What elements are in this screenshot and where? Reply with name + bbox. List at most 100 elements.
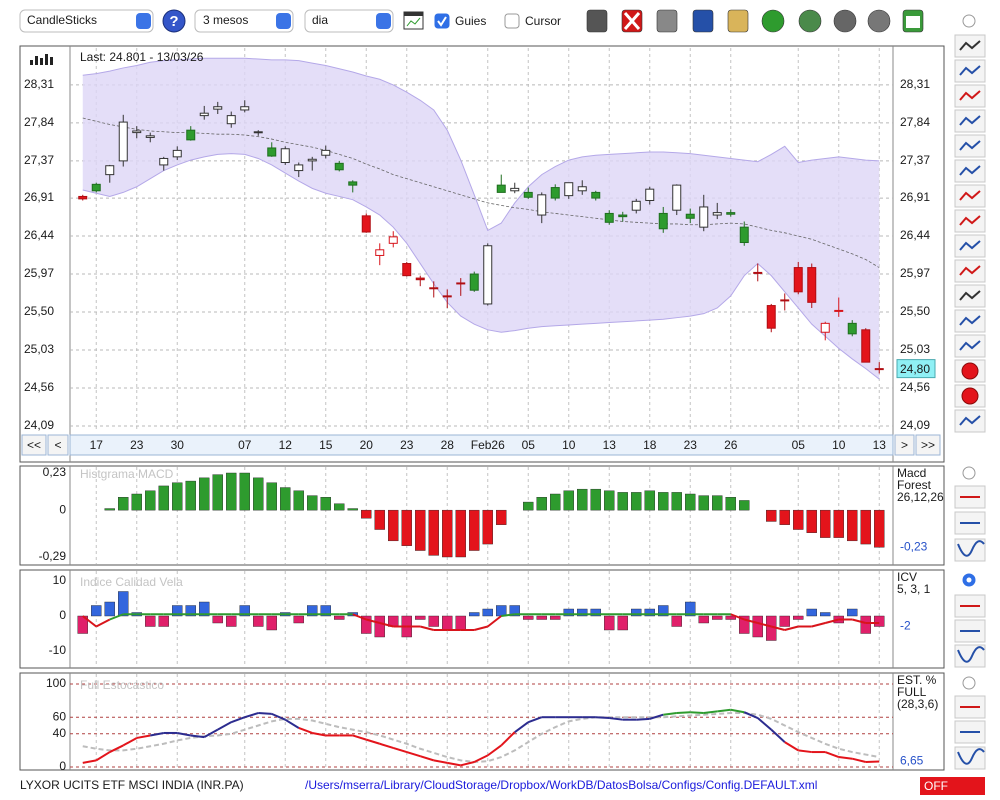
nav-button-label: >> — [921, 438, 935, 452]
nav-button[interactable]: > — [894, 434, 915, 456]
panel-tool-button[interactable] — [954, 720, 986, 744]
panel-tool-button[interactable] — [954, 619, 986, 643]
tool-button[interactable] — [761, 9, 785, 33]
candle-body — [807, 267, 817, 303]
chart-window-button[interactable] — [403, 11, 424, 30]
cursor-checkbox[interactable]: Cursor — [504, 13, 561, 29]
tool-button[interactable] — [656, 9, 678, 33]
help-button[interactable]: ? — [162, 9, 186, 33]
guides-checkbox[interactable]: Guies — [434, 13, 486, 29]
panel-tool-button[interactable] — [954, 511, 986, 535]
side-tool-button[interactable] — [954, 259, 986, 283]
icv-line-segment — [473, 625, 489, 631]
side-tool-button[interactable] — [954, 284, 986, 308]
candle-body — [766, 305, 776, 329]
nav-button[interactable]: < — [47, 434, 69, 456]
y-tick-label: 27,84 — [24, 115, 54, 129]
y-tick-label: 25,03 — [24, 342, 54, 356]
panel-side-label: FULL — [897, 685, 927, 699]
histogram-bar — [455, 509, 466, 558]
tool-button[interactable] — [727, 9, 749, 33]
nav-button-box — [47, 434, 69, 456]
radio[interactable] — [962, 466, 976, 480]
panel-tool-button[interactable] — [954, 594, 986, 618]
histogram-bar — [631, 492, 642, 511]
x-tick-label: 23 — [400, 438, 414, 452]
chart-type-select[interactable]: CandleSticks — [19, 9, 154, 33]
tool-button[interactable] — [621, 9, 643, 33]
y-tick-label-right: 24,09 — [900, 418, 930, 432]
side-tool-button[interactable] — [954, 384, 986, 408]
side-tool-button[interactable] — [954, 84, 986, 108]
histogram-bar — [361, 509, 372, 519]
histogram-bar — [185, 480, 196, 511]
histogram-bar — [280, 487, 291, 511]
tool-button[interactable] — [902, 9, 924, 33]
histogram-bar — [212, 474, 223, 511]
histogram-bar — [712, 615, 723, 620]
histogram-bar — [644, 608, 655, 617]
x-tick-label: 05 — [522, 438, 536, 452]
panel-tool-button[interactable] — [954, 695, 986, 719]
icon — [761, 9, 785, 33]
panel-side-label: Forest — [897, 478, 932, 492]
radio-dot — [966, 577, 972, 583]
side-tool-button[interactable] — [954, 309, 986, 333]
stochastic-k-segment — [419, 755, 435, 762]
nav-button-label: < — [54, 438, 61, 452]
period-select[interactable]: 3 mesos — [194, 9, 294, 33]
tool-button[interactable] — [586, 9, 608, 33]
nav-button[interactable]: >> — [915, 434, 941, 456]
panel-tool-button[interactable] — [954, 485, 986, 509]
icon — [959, 265, 981, 276]
side-tool-button[interactable] — [954, 59, 986, 83]
select-box — [194, 9, 294, 33]
side-tool-button[interactable] — [954, 184, 986, 208]
tool-button[interactable] — [833, 9, 857, 33]
candle-body — [429, 287, 439, 290]
histogram-bar — [820, 612, 831, 617]
side-tool-button[interactable] — [954, 409, 986, 433]
candle-body — [199, 112, 209, 117]
histogram-bar — [158, 615, 169, 627]
last-price-box — [896, 359, 936, 379]
histogram-bar — [860, 509, 871, 545]
histogram-bar — [874, 509, 885, 548]
histogram-bar — [266, 482, 277, 511]
tool-button[interactable] — [867, 9, 891, 33]
button-box — [954, 644, 986, 668]
radio[interactable] — [962, 14, 976, 28]
side-tool-button[interactable] — [954, 334, 986, 358]
side-tool-button[interactable] — [954, 134, 986, 158]
icv-line-segment — [487, 615, 502, 628]
tool-button[interactable] — [798, 9, 822, 33]
icon — [656, 9, 678, 33]
histogram-bar — [455, 615, 466, 631]
side-tool-button[interactable] — [954, 359, 986, 383]
panel-tool-button[interactable] — [954, 746, 986, 770]
side-tool-button[interactable] — [954, 159, 986, 183]
stochastic-k-segment — [352, 734, 367, 741]
nav-button[interactable]: << — [21, 434, 47, 456]
checkbox-label: Guies — [455, 14, 486, 28]
stochastic-k-segment — [663, 712, 677, 716]
histogram-bar — [779, 509, 790, 525]
candle-body — [861, 329, 871, 363]
candle-body — [267, 147, 277, 157]
tool-button[interactable] — [692, 9, 714, 33]
histogram-bar — [293, 490, 304, 511]
icv-line-segment — [770, 625, 786, 631]
side-tool-button[interactable] — [954, 34, 986, 58]
panel-tool-button[interactable] — [954, 644, 986, 668]
candle-body — [550, 187, 560, 199]
side-tool-button[interactable] — [954, 109, 986, 133]
bollinger-upper — [82, 57, 880, 232]
interval-select[interactable]: dia — [304, 9, 394, 33]
radio[interactable] — [962, 676, 976, 690]
side-tool-button[interactable] — [954, 234, 986, 258]
side-tool-button[interactable] — [954, 209, 986, 233]
panel-tool-button[interactable] — [954, 538, 986, 562]
status-indicator[interactable]: OFF — [920, 777, 985, 795]
config-path[interactable]: /Users/mserra/Library/CloudStorage/Dropb… — [305, 778, 817, 792]
